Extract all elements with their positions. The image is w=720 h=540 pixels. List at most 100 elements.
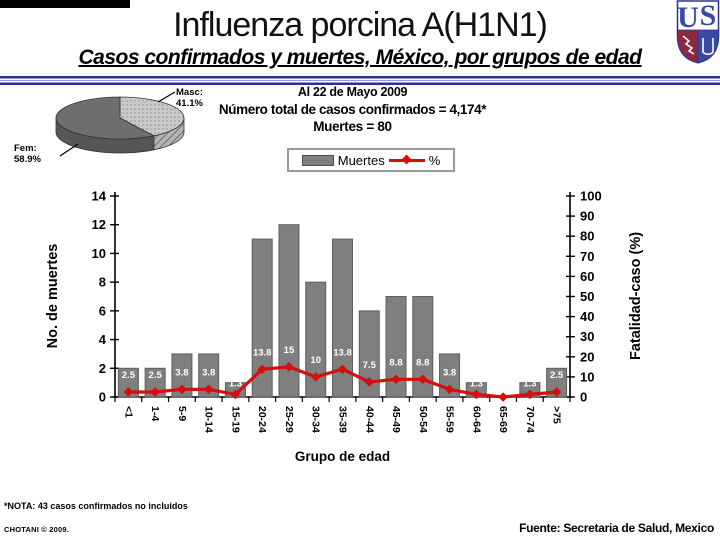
legend-bar-label: Muertes (337, 152, 385, 168)
pct-label-<1: 2.5 (122, 370, 136, 381)
x-label-50-54: 50-54 (417, 406, 429, 433)
pct-label-25-29: 15 (284, 345, 295, 356)
left-axis-tick-label: 10 (92, 246, 106, 261)
pct-label->75: 2.5 (550, 370, 564, 381)
logo-letter-s: S (700, 0, 717, 32)
right-axis-tick-label: 60 (580, 269, 594, 284)
bar-10-14 (198, 353, 220, 398)
logo-letter-u: U (677, 1, 699, 34)
legend-bar-swatch (301, 154, 334, 166)
x-label-55-59: 55-59 (444, 406, 456, 433)
x-label-15-19: 15-19 (229, 406, 241, 433)
x-label-45-49: 45-49 (390, 406, 402, 433)
left-axis-tick-label: 12 (92, 217, 106, 232)
bar-30-34 (305, 281, 327, 398)
pie-label-masc-name: Masc: (176, 87, 203, 98)
line-marker-55-59 (444, 384, 455, 395)
right-axis-tick-label: 100 (580, 189, 602, 204)
right-axis-tick-label: 70 (580, 249, 594, 264)
line-marker-70-74 (525, 389, 535, 400)
bar-50-54 (412, 296, 434, 398)
right-axis-tick-label: 40 (580, 309, 594, 324)
left-axis-tick-label: 14 (92, 189, 107, 204)
bar-1-4 (144, 367, 166, 398)
pie-label-masc-pct: 41.1% (176, 97, 203, 109)
bar-5-9 (171, 353, 193, 398)
pct-label-40-44: 7.5 (363, 360, 377, 371)
line-marker-65-69 (498, 392, 508, 402)
right-axis-tick-label: 20 (580, 349, 594, 364)
footnote: *NOTA: 43 casos confirmados no incluidos (4, 501, 188, 511)
gender-pie-chart (55, 91, 185, 157)
source: Fuente: Secretaria de Salud, Mexico (519, 521, 714, 535)
as-of-date: Al 22 de Mayo 2009 (297, 85, 408, 99)
left-axis-tick-label: 8 (99, 275, 106, 290)
pie-slice-fem (55, 96, 156, 140)
bar-20-24 (251, 238, 273, 398)
pct-label-50-54: 8.8 (416, 357, 429, 368)
bar-<1 (117, 367, 139, 398)
header-divider-line (0, 76, 720, 85)
top-left-black-bar (0, 0, 130, 8)
right-axis-tick-label: 80 (580, 229, 594, 244)
x-label-5-9: 5-9 (176, 406, 188, 421)
page-title: Influenza porcina A(H1N1) (173, 6, 548, 44)
bar-45-49 (385, 296, 407, 398)
total-deaths: Muertes = 80 (313, 119, 392, 134)
x-label-35-39: 35-39 (337, 406, 349, 433)
line-marker-5-9 (177, 384, 187, 395)
x-label-30-34: 30-34 (310, 406, 322, 433)
x-label-10-14: 10-14 (203, 406, 215, 433)
pct-label-5-9: 3.8 (175, 367, 188, 378)
x-label->75: >75 (551, 406, 563, 424)
left-axis-title: No. de muertes (45, 244, 61, 349)
x-label-70-74: 70-74 (524, 406, 536, 433)
logo-eagle-mark (682, 35, 695, 55)
bar-35-39 (332, 238, 353, 398)
line-marker->75 (551, 387, 562, 397)
bar-25-29 (278, 224, 300, 398)
legend-line-swatch (388, 154, 425, 165)
summary-text-block: Al 22 de Mayo 2009 Número total de casos… (180, 85, 525, 134)
pct-label-60-64: 1.3 (470, 378, 483, 389)
left-axis-tick-label: 6 (99, 303, 106, 318)
x-label-40-44: 40-44 (363, 406, 375, 433)
pie-label-masc: Masc: 41.1% (176, 87, 203, 109)
right-axis-tick-label: 90 (580, 209, 594, 224)
pie-label-fem-pct: 58.9% (14, 153, 41, 165)
pct-label-1-4: 2.5 (149, 370, 163, 381)
right-axis-tick-label: 10 (580, 369, 594, 384)
university-shield-logo: U S (676, 0, 720, 64)
x-label-60-64: 60-64 (470, 406, 482, 433)
line-marker-50-54 (417, 374, 428, 385)
left-axis-tick-label: 4 (99, 332, 107, 347)
x-label-65-69: 65-69 (497, 406, 509, 433)
left-axis-tick-label: 0 (99, 390, 106, 405)
x-label-20-24: 20-24 (256, 406, 268, 433)
legend-line-label: % (428, 152, 441, 168)
bar-40-44 (358, 310, 380, 398)
line-marker-10-14 (203, 384, 214, 395)
pct-label-15-19: 1.3 (229, 378, 242, 389)
bar->75 (546, 367, 568, 398)
line-marker-15-19 (230, 389, 241, 400)
left-axis-tick-label: 2 (99, 361, 106, 376)
pct-label-70-74: 1.3 (523, 378, 536, 389)
pie-label-fem: Fem: 58.9% (14, 143, 41, 165)
line-marker-45-49 (391, 374, 401, 385)
x-label-25-29: 25-29 (283, 406, 295, 433)
x-label-<1: <1 (122, 406, 134, 418)
total-confirmed-cases: Número total de casos confirmados = 4,17… (218, 102, 487, 117)
pct-label-45-49: 8.8 (389, 357, 402, 368)
pct-label-55-59: 3.8 (443, 367, 456, 378)
pct-label-30-34: 10 (310, 355, 321, 366)
pie-leader-fem (59, 143, 79, 157)
right-axis-tick-label: 0 (580, 390, 587, 405)
logo-small-u-mark (702, 38, 714, 56)
pie-leader-masc (157, 91, 176, 103)
pct-label-20-24: 13.8 (253, 347, 272, 358)
page-subtitle: Casos confirmados y muertes, México, por… (78, 46, 642, 69)
chart-legend: Muertes % (287, 148, 455, 172)
pie-label-fem-name: Fem: (14, 143, 37, 154)
